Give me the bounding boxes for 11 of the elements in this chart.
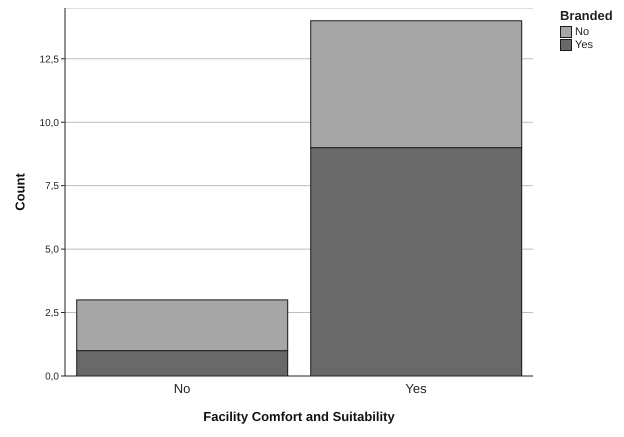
legend-label: Yes	[575, 38, 593, 50]
y-tick-label: 0,0	[45, 372, 60, 383]
y-tick-label: 12,5	[40, 54, 60, 66]
y-tick-label: 7,5	[45, 181, 60, 192]
y-tick-label: 10,0	[40, 118, 60, 129]
y-tick-label: 5,0	[45, 244, 60, 256]
y-axis-title: Count	[12, 172, 28, 211]
x-axis-title: Facility Comfort and Suitability	[203, 409, 396, 424]
y-tick-label: 2,5	[45, 308, 60, 320]
legend-label: No	[575, 26, 590, 38]
legend-title: Branded	[560, 8, 613, 23]
